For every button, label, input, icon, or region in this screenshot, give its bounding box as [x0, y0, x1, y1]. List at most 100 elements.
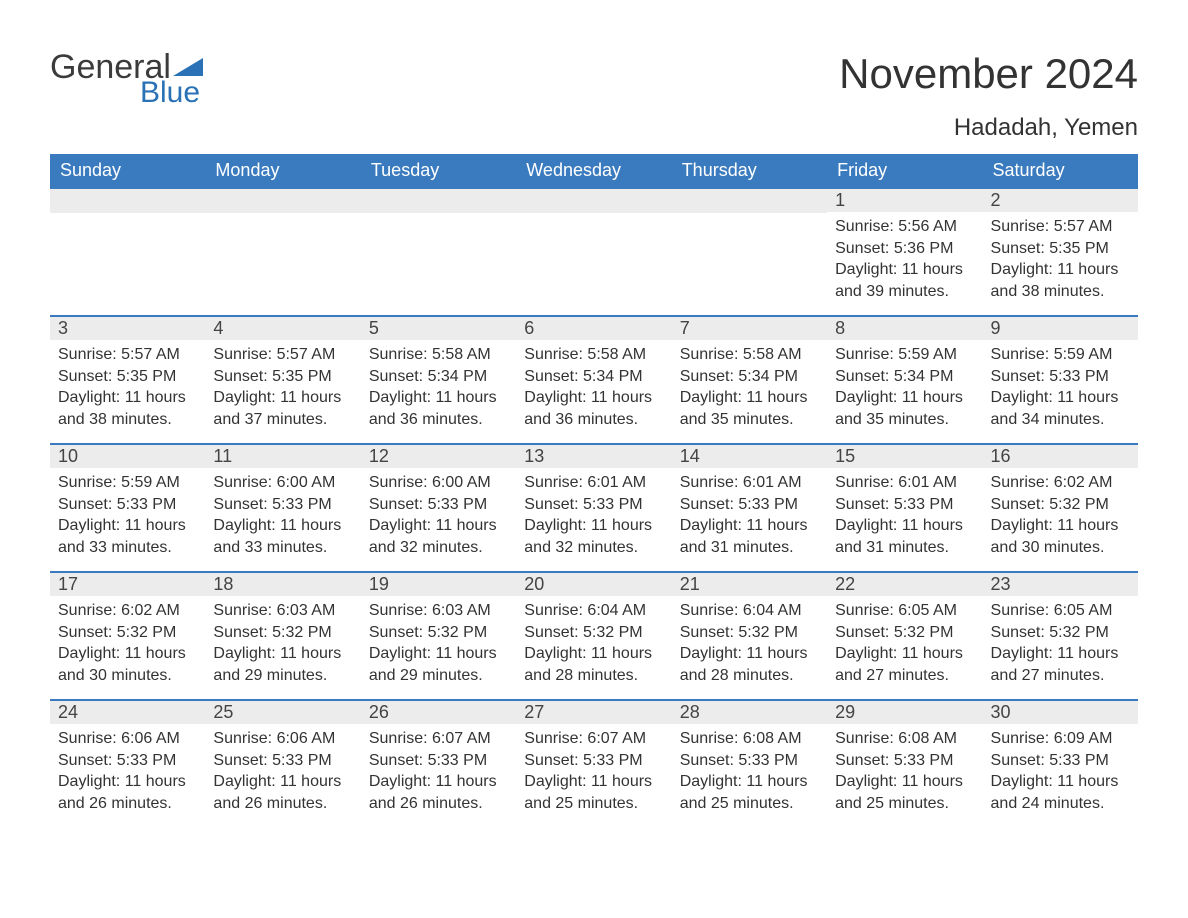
sunrise-label: Sunrise:: [213, 346, 272, 363]
sunrise-value: 6:02 AM: [121, 602, 180, 619]
sunrise-value: 6:06 AM: [277, 730, 336, 747]
daylight-label: Daylight:: [213, 389, 275, 406]
day-body: Sunrise: 6:02 AMSunset: 5:32 PMDaylight:…: [983, 468, 1138, 570]
sunset-label: Sunset:: [213, 624, 267, 641]
sunrise-line: Sunrise: 6:00 AM: [213, 472, 354, 494]
sunrise-line: Sunrise: 5:57 AM: [213, 344, 354, 366]
sunset-label: Sunset:: [835, 752, 889, 769]
sunset-value: 5:33 PM: [1049, 368, 1109, 385]
sunset-value: 5:33 PM: [738, 496, 798, 513]
daylight-label: Daylight:: [835, 645, 897, 662]
dow-cell: Tuesday: [361, 154, 516, 187]
sunrise-line: Sunrise: 6:01 AM: [524, 472, 665, 494]
day-body: Sunrise: 5:59 AMSunset: 5:34 PMDaylight:…: [827, 340, 982, 442]
sunset-value: 5:33 PM: [272, 752, 332, 769]
daylight-line: Daylight: 11 hours and 29 minutes.: [369, 643, 510, 686]
sunrise-value: 5:59 AM: [121, 474, 180, 491]
sunset-value: 5:33 PM: [894, 752, 954, 769]
day-cell: 19Sunrise: 6:03 AMSunset: 5:32 PMDayligh…: [361, 573, 516, 699]
sunset-line: Sunset: 5:33 PM: [680, 494, 821, 516]
sunset-value: 5:32 PM: [272, 624, 332, 641]
day-number: 28: [672, 701, 827, 724]
day-body: Sunrise: 6:00 AMSunset: 5:33 PMDaylight:…: [361, 468, 516, 570]
week-row: 24Sunrise: 6:06 AMSunset: 5:33 PMDayligh…: [50, 699, 1138, 827]
daylight-line: Daylight: 11 hours and 32 minutes.: [369, 515, 510, 558]
day-body: Sunrise: 6:01 AMSunset: 5:33 PMDaylight:…: [516, 468, 671, 570]
sunset-line: Sunset: 5:33 PM: [369, 750, 510, 772]
day-body: Sunrise: 6:05 AMSunset: 5:32 PMDaylight:…: [983, 596, 1138, 698]
header-row: General Blue November 2024: [50, 50, 1138, 108]
day-cell: 21Sunrise: 6:04 AMSunset: 5:32 PMDayligh…: [672, 573, 827, 699]
daylight-label: Daylight:: [369, 517, 431, 534]
sunrise-line: Sunrise: 5:59 AM: [58, 472, 199, 494]
daylight-line: Daylight: 11 hours and 33 minutes.: [213, 515, 354, 558]
day-number: 14: [672, 445, 827, 468]
sunrise-label: Sunrise:: [58, 602, 117, 619]
sunrise-line: Sunrise: 5:59 AM: [835, 344, 976, 366]
sunset-value: 5:34 PM: [583, 368, 643, 385]
sunrise-value: 6:05 AM: [898, 602, 957, 619]
week-row: 3Sunrise: 5:57 AMSunset: 5:35 PMDaylight…: [50, 315, 1138, 443]
sunset-label: Sunset:: [369, 624, 423, 641]
day-body: Sunrise: 6:02 AMSunset: 5:32 PMDaylight:…: [50, 596, 205, 698]
day-cell: 23Sunrise: 6:05 AMSunset: 5:32 PMDayligh…: [983, 573, 1138, 699]
day-cell: 9Sunrise: 5:59 AMSunset: 5:33 PMDaylight…: [983, 317, 1138, 443]
day-number: 13: [516, 445, 671, 468]
sunrise-label: Sunrise:: [991, 346, 1050, 363]
sunset-line: Sunset: 5:35 PM: [213, 366, 354, 388]
sunset-line: Sunset: 5:32 PM: [524, 622, 665, 644]
sunset-label: Sunset:: [213, 752, 267, 769]
sunset-line: Sunset: 5:34 PM: [524, 366, 665, 388]
day-body: Sunrise: 6:07 AMSunset: 5:33 PMDaylight:…: [361, 724, 516, 826]
daylight-line: Daylight: 11 hours and 39 minutes.: [835, 259, 976, 302]
sunset-label: Sunset:: [524, 368, 578, 385]
sunset-line: Sunset: 5:33 PM: [213, 494, 354, 516]
day-body: Sunrise: 5:57 AMSunset: 5:35 PMDaylight:…: [205, 340, 360, 442]
day-number: 8: [827, 317, 982, 340]
day-cell: 14Sunrise: 6:01 AMSunset: 5:33 PMDayligh…: [672, 445, 827, 571]
day-number: 29: [827, 701, 982, 724]
day-number: 21: [672, 573, 827, 596]
sunset-label: Sunset:: [58, 752, 112, 769]
day-body: Sunrise: 6:01 AMSunset: 5:33 PMDaylight:…: [672, 468, 827, 570]
sunset-value: 5:33 PM: [117, 752, 177, 769]
sunrise-value: 5:57 AM: [277, 346, 336, 363]
sunset-label: Sunset:: [991, 624, 1045, 641]
day-cell: 11Sunrise: 6:00 AMSunset: 5:33 PMDayligh…: [205, 445, 360, 571]
sunset-value: 5:35 PM: [272, 368, 332, 385]
weeks-container: 1Sunrise: 5:56 AMSunset: 5:36 PMDaylight…: [50, 187, 1138, 827]
sunrise-label: Sunrise:: [680, 474, 739, 491]
sunrise-line: Sunrise: 6:05 AM: [991, 600, 1132, 622]
day-of-week-header: SundayMondayTuesdayWednesdayThursdayFrid…: [50, 154, 1138, 187]
sunset-label: Sunset:: [991, 752, 1045, 769]
daylight-line: Daylight: 11 hours and 36 minutes.: [524, 387, 665, 430]
sunset-label: Sunset:: [835, 624, 889, 641]
daylight-label: Daylight:: [680, 389, 742, 406]
sunset-label: Sunset:: [369, 752, 423, 769]
sunrise-line: Sunrise: 6:06 AM: [58, 728, 199, 750]
day-body: Sunrise: 6:08 AMSunset: 5:33 PMDaylight:…: [672, 724, 827, 826]
sunset-value: 5:36 PM: [894, 240, 954, 257]
day-body: Sunrise: 5:58 AMSunset: 5:34 PMDaylight:…: [672, 340, 827, 442]
logo-text-blue: Blue: [140, 78, 203, 108]
day-body: Sunrise: 6:01 AMSunset: 5:33 PMDaylight:…: [827, 468, 982, 570]
daylight-label: Daylight:: [835, 517, 897, 534]
daylight-label: Daylight:: [58, 645, 120, 662]
sunset-line: Sunset: 5:33 PM: [680, 750, 821, 772]
sunset-value: 5:33 PM: [583, 496, 643, 513]
daylight-label: Daylight:: [369, 773, 431, 790]
day-cell: 1Sunrise: 5:56 AMSunset: 5:36 PMDaylight…: [827, 189, 982, 315]
day-cell: 4Sunrise: 5:57 AMSunset: 5:35 PMDaylight…: [205, 317, 360, 443]
sunset-value: 5:32 PM: [738, 624, 798, 641]
sunrise-value: 6:07 AM: [432, 730, 491, 747]
sunrise-line: Sunrise: 6:03 AM: [369, 600, 510, 622]
sunrise-value: 6:04 AM: [743, 602, 802, 619]
sunrise-label: Sunrise:: [680, 346, 739, 363]
sunset-label: Sunset:: [58, 496, 112, 513]
sunrise-label: Sunrise:: [524, 346, 583, 363]
sunset-line: Sunset: 5:35 PM: [58, 366, 199, 388]
daylight-line: Daylight: 11 hours and 33 minutes.: [58, 515, 199, 558]
calendar-grid: SundayMondayTuesdayWednesdayThursdayFrid…: [50, 154, 1138, 827]
sunset-value: 5:32 PM: [894, 624, 954, 641]
sunrise-label: Sunrise:: [213, 602, 272, 619]
